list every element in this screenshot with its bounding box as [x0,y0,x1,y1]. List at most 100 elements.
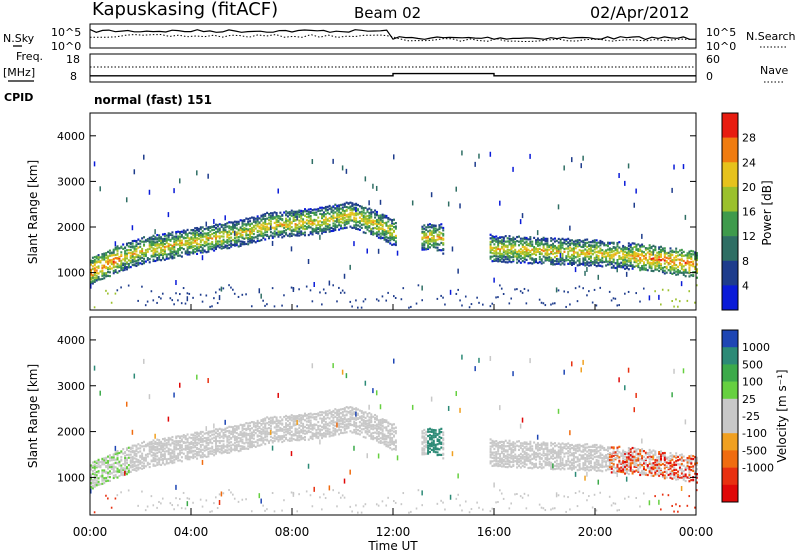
power-point [497,296,499,299]
velocity-point [188,458,191,461]
power-point [165,255,168,258]
power-point [190,245,193,248]
power-point [285,217,288,220]
power-point [125,197,128,203]
power-point [550,250,553,254]
velocity-point [173,448,176,451]
power-point [332,224,335,228]
power-point [160,297,162,300]
velocity-point [440,446,443,449]
power-point [576,241,579,244]
velocity-point [436,438,439,441]
velocity-point [222,428,225,431]
velocity-point [120,468,123,471]
velocity-point [167,449,170,452]
velocity-point [144,459,147,462]
velocity-point [300,436,303,439]
power-point [262,232,265,235]
velocity-point [150,459,153,462]
velocity-point [152,458,155,461]
power-point [661,270,664,274]
power-point [271,217,274,220]
power-point [427,230,430,233]
velocity-point [317,436,320,440]
power-point [194,227,197,230]
power-point [595,255,598,259]
power-point [180,255,183,258]
power-point [285,223,288,226]
power-point [137,261,140,264]
power-point [247,236,250,240]
velocity-point [341,410,344,414]
power-point [243,219,246,222]
power-point [497,241,500,244]
power-point [514,242,517,246]
velocity-point [131,465,134,468]
power-point [421,225,424,228]
velocity-point [298,493,300,496]
velocity-point [182,452,185,455]
power-point [286,234,289,237]
power-point [438,249,441,252]
velocity-point [116,476,119,479]
velocity-point [108,456,111,460]
power-point [211,228,214,232]
power-point [101,266,104,270]
power-point [307,233,310,237]
velocity-point [243,431,246,434]
velocity-point [125,457,128,460]
power-point [216,244,219,247]
velocity-point [177,459,180,462]
power-point [247,220,250,223]
power-point [250,236,253,239]
power-point [591,301,594,304]
power-point [508,237,511,240]
velocity-point [298,435,301,438]
power-point [99,186,101,192]
power-point [616,259,619,262]
power-point [506,248,509,251]
velocity-point [254,424,257,427]
velocity-point [175,443,178,447]
velocity-point [107,460,110,463]
velocity-point [105,461,108,464]
power-point [597,259,600,262]
power-point [341,289,344,292]
power-point [571,247,574,250]
power-point [254,217,257,220]
power-point [374,226,377,230]
power-point [343,226,346,230]
power-point [288,212,291,215]
velocity-point [440,430,443,434]
power-point [559,242,562,245]
power-point [332,229,335,232]
power-point [627,290,630,293]
power-point [250,237,253,240]
power-point [190,232,193,235]
power-point [341,213,344,216]
power-point [184,242,187,245]
velocity-point [324,497,327,500]
velocity-point [167,452,170,456]
power-point [546,254,549,257]
power-point [105,266,108,269]
power-point [550,257,553,260]
power-point [610,260,613,264]
power-point [311,223,314,227]
velocity-point [154,442,157,446]
power-point [114,246,117,249]
power-point [294,215,297,218]
power-point [370,227,373,231]
power-point [235,244,238,247]
velocity-point [434,448,437,451]
velocity-point [275,432,278,435]
power-point [154,238,157,241]
velocity-point [394,439,397,442]
velocity-point [370,435,373,438]
velocity-point [247,433,250,436]
power-point [175,292,177,295]
power-point [627,259,630,263]
power-point [620,261,623,264]
velocity-point [90,466,92,469]
velocity-point [220,452,223,455]
